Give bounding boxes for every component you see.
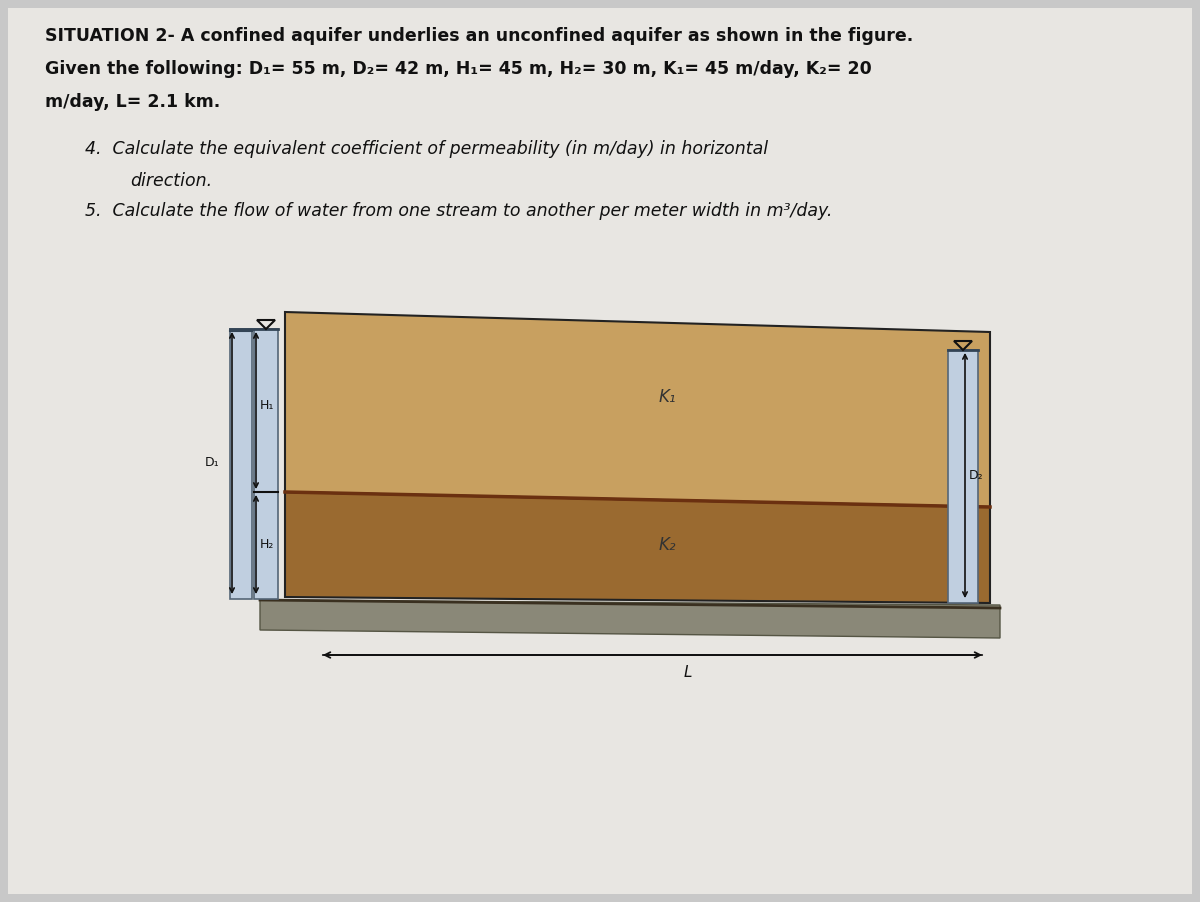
Polygon shape: [260, 600, 1000, 638]
Text: K₁: K₁: [659, 388, 677, 406]
Text: H₁: H₁: [260, 399, 275, 412]
Text: D₂: D₂: [968, 469, 984, 482]
Text: SITUATION 2- A confined aquifer underlies an unconfined aquifer as shown in the : SITUATION 2- A confined aquifer underlie…: [46, 27, 913, 45]
Text: Given the following: D₁= 55 m, D₂= 42 m, H₁= 45 m, H₂= 30 m, K₁= 45 m/day, K₂= 2: Given the following: D₁= 55 m, D₂= 42 m,…: [46, 60, 871, 78]
Bar: [948, 350, 978, 603]
Text: 5.  Calculate the flow of water from one stream to another per meter width in m³: 5. Calculate the flow of water from one …: [85, 202, 833, 220]
Text: direction.: direction.: [130, 172, 212, 190]
Bar: [230, 329, 252, 599]
Text: 4.  Calculate the equivalent coefficient of permeability (in m/day) in horizonta: 4. Calculate the equivalent coefficient …: [85, 140, 768, 158]
Bar: [254, 329, 278, 599]
Polygon shape: [286, 492, 990, 603]
Text: H₂: H₂: [260, 538, 275, 551]
Text: D₁: D₁: [205, 456, 220, 470]
Text: m/day, L= 2.1 km.: m/day, L= 2.1 km.: [46, 93, 221, 111]
Polygon shape: [286, 312, 990, 507]
Text: K₂: K₂: [659, 536, 677, 554]
FancyBboxPatch shape: [8, 8, 1192, 894]
Text: L: L: [683, 665, 691, 680]
